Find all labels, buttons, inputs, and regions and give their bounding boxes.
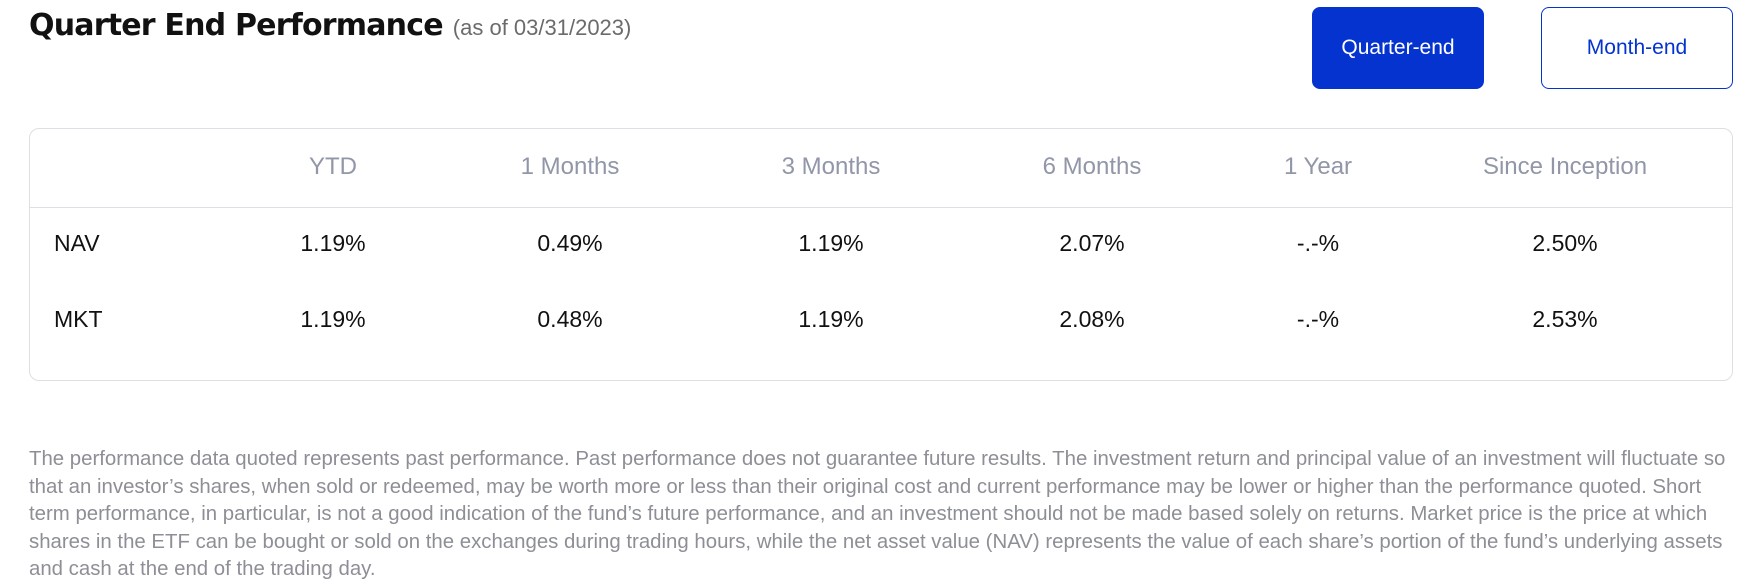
column-header-since-inception: Since Inception [1482,153,1648,180]
as-of-date: (as of 03/31/2023) [452,15,632,40]
table-cell: 1.19% [300,306,366,332]
table-cell: 1.19% [798,230,864,256]
quarter-end-button[interactable]: Quarter-end [1312,7,1484,89]
table-cell: 0.49% [537,230,603,256]
table-cell: -.-% [1296,306,1340,332]
row-label-mkt: MKT [54,306,103,332]
table-cell: 2.08% [1059,306,1125,332]
table-cell: 2.50% [1532,230,1598,256]
column-header-3-months: 3 Months [781,153,881,180]
table-cell: 2.07% [1059,230,1125,256]
table-cell: 2.53% [1532,306,1598,332]
column-header-ytd: YTD [309,153,357,180]
page-title: Quarter End Performance [29,8,444,43]
table-cell: -.-% [1296,230,1340,256]
section-header: Quarter End Performance (as of 03/31/202… [29,8,631,43]
performance-disclaimer: The performance data quoted represents p… [29,448,1726,581]
table-header-row: YTD 1 Months 3 Months 6 Months 1 Year Si… [30,129,1732,208]
row-label-nav: NAV [54,230,100,256]
month-end-button[interactable]: Month-end [1541,7,1733,89]
table-cell: 1.19% [798,306,864,332]
performance-table: YTD 1 Months 3 Months 6 Months 1 Year Si… [29,128,1733,381]
column-header-1-months: 1 Months [520,153,620,180]
table-cell: 1.19% [300,230,366,256]
column-header-6-months: 6 Months [1042,153,1142,180]
column-header-1-year: 1 Year [1283,153,1353,180]
table-cell: 0.48% [537,306,603,332]
